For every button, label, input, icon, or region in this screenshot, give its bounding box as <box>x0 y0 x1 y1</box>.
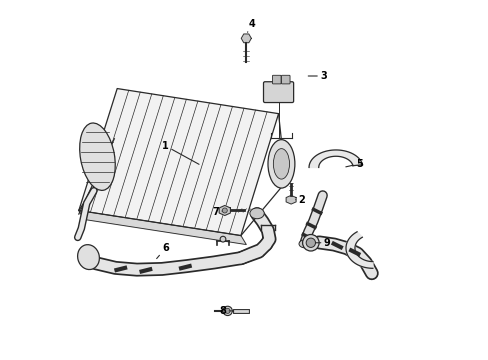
Polygon shape <box>346 232 372 268</box>
Polygon shape <box>241 34 251 43</box>
Polygon shape <box>79 211 246 244</box>
Polygon shape <box>308 150 362 167</box>
Text: 7: 7 <box>212 207 222 217</box>
Circle shape <box>222 208 227 213</box>
Polygon shape <box>285 195 295 204</box>
Polygon shape <box>79 89 278 235</box>
FancyBboxPatch shape <box>263 82 293 103</box>
Ellipse shape <box>298 240 310 248</box>
Text: 6: 6 <box>156 243 169 258</box>
Ellipse shape <box>249 208 264 219</box>
FancyBboxPatch shape <box>281 75 289 84</box>
Text: 3: 3 <box>307 71 326 81</box>
Ellipse shape <box>78 245 99 270</box>
Circle shape <box>302 234 319 251</box>
Text: 8: 8 <box>219 306 231 316</box>
Circle shape <box>305 238 315 247</box>
Ellipse shape <box>80 123 115 190</box>
Text: 2: 2 <box>295 195 305 205</box>
Circle shape <box>224 309 230 314</box>
Text: 9: 9 <box>315 238 330 248</box>
FancyBboxPatch shape <box>272 75 281 84</box>
Text: 1: 1 <box>162 141 199 164</box>
Ellipse shape <box>273 149 289 179</box>
Polygon shape <box>219 206 230 216</box>
Circle shape <box>223 306 232 316</box>
Text: 4: 4 <box>247 19 255 32</box>
Circle shape <box>220 236 225 242</box>
Ellipse shape <box>267 140 294 188</box>
Text: 5: 5 <box>345 159 362 169</box>
